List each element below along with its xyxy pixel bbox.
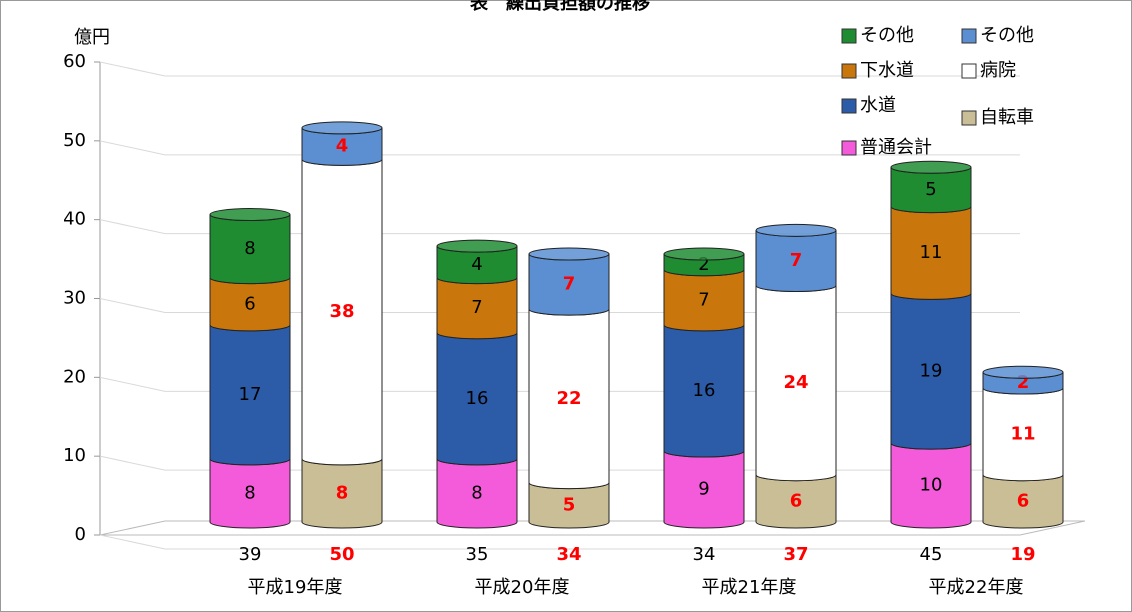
bar-cap <box>301 121 383 135</box>
value-label: 9 <box>698 479 709 500</box>
value-label: 17 <box>239 384 262 405</box>
value-label: 7 <box>471 297 482 318</box>
y-tick-label: 0 <box>75 524 86 545</box>
bar-cap <box>890 160 972 174</box>
value-label: 24 <box>783 372 808 393</box>
value-label: 4 <box>336 136 349 157</box>
bar-cap <box>755 223 837 237</box>
value-label: 16 <box>693 380 716 401</box>
value-label: 6 <box>790 490 803 511</box>
x-tick-label: 平成22年度 <box>929 577 1024 598</box>
y-tick-label: 40 <box>63 209 86 230</box>
legend-swatch <box>961 28 977 44</box>
x-tick-label: 平成21年度 <box>702 577 797 598</box>
legend-swatch <box>841 63 857 79</box>
total-label: 34 <box>693 544 716 565</box>
legend-label: その他 <box>980 25 1034 46</box>
legend-swatch <box>961 110 977 126</box>
value-label: 19 <box>920 360 943 381</box>
value-label: 38 <box>329 301 354 322</box>
y-tick-label: 10 <box>63 445 86 466</box>
bar-cap <box>663 247 745 261</box>
legend-label: その他 <box>860 25 914 46</box>
value-label: 7 <box>790 250 803 271</box>
value-label: 11 <box>920 242 943 263</box>
legend-label: 病院 <box>980 60 1016 81</box>
legend-swatch <box>841 140 857 156</box>
legend-label: 下水道 <box>860 60 914 81</box>
total-label: 34 <box>556 544 581 565</box>
legend-label: 普通会計 <box>860 137 932 158</box>
legend-swatch <box>961 63 977 79</box>
value-label: 7 <box>698 289 709 310</box>
value-label: 6 <box>1017 490 1030 511</box>
legend-swatch <box>841 98 857 114</box>
grid-line <box>99 140 1020 156</box>
y-tick-label: 50 <box>63 130 86 151</box>
value-label: 10 <box>920 475 943 496</box>
y-tick-label: 30 <box>63 288 86 309</box>
x-tick-label: 平成19年度 <box>248 577 343 598</box>
value-label: 6 <box>244 293 255 314</box>
total-label: 35 <box>466 544 489 565</box>
bar-cap <box>436 239 518 253</box>
value-label: 4 <box>471 254 482 275</box>
value-label: 8 <box>336 482 349 503</box>
bar-cap <box>982 365 1064 379</box>
legend-swatch <box>841 28 857 44</box>
total-label: 37 <box>783 544 808 565</box>
floor <box>99 520 1086 536</box>
value-label: 16 <box>466 388 489 409</box>
y-tick-label: 60 <box>63 51 86 72</box>
value-label: 7 <box>563 274 576 295</box>
value-label: 5 <box>925 179 936 200</box>
value-label: 8 <box>471 482 482 503</box>
grid-line <box>99 534 1020 550</box>
total-label: 50 <box>329 544 354 565</box>
y-tick-label: 20 <box>63 366 86 387</box>
grid-line <box>99 61 1020 77</box>
chart-title: 表 繰出負担額の推移 <box>470 0 650 14</box>
legend-label: 水道 <box>860 95 896 116</box>
bar-cap <box>209 208 291 222</box>
total-label: 45 <box>920 544 943 565</box>
total-label: 39 <box>239 544 262 565</box>
value-label: 22 <box>556 388 581 409</box>
value-label: 11 <box>1010 423 1035 444</box>
value-label: 8 <box>244 238 255 259</box>
total-label: 19 <box>1010 544 1035 565</box>
y-axis-label: 億円 <box>74 27 110 48</box>
bar-cap <box>528 247 610 261</box>
grid-line <box>99 219 1020 235</box>
value-label: 5 <box>563 494 576 515</box>
x-tick-label: 平成20年度 <box>475 577 570 598</box>
legend-label: 自転車 <box>980 107 1034 128</box>
value-label: 8 <box>244 482 255 503</box>
value-label: 2 <box>698 254 709 275</box>
